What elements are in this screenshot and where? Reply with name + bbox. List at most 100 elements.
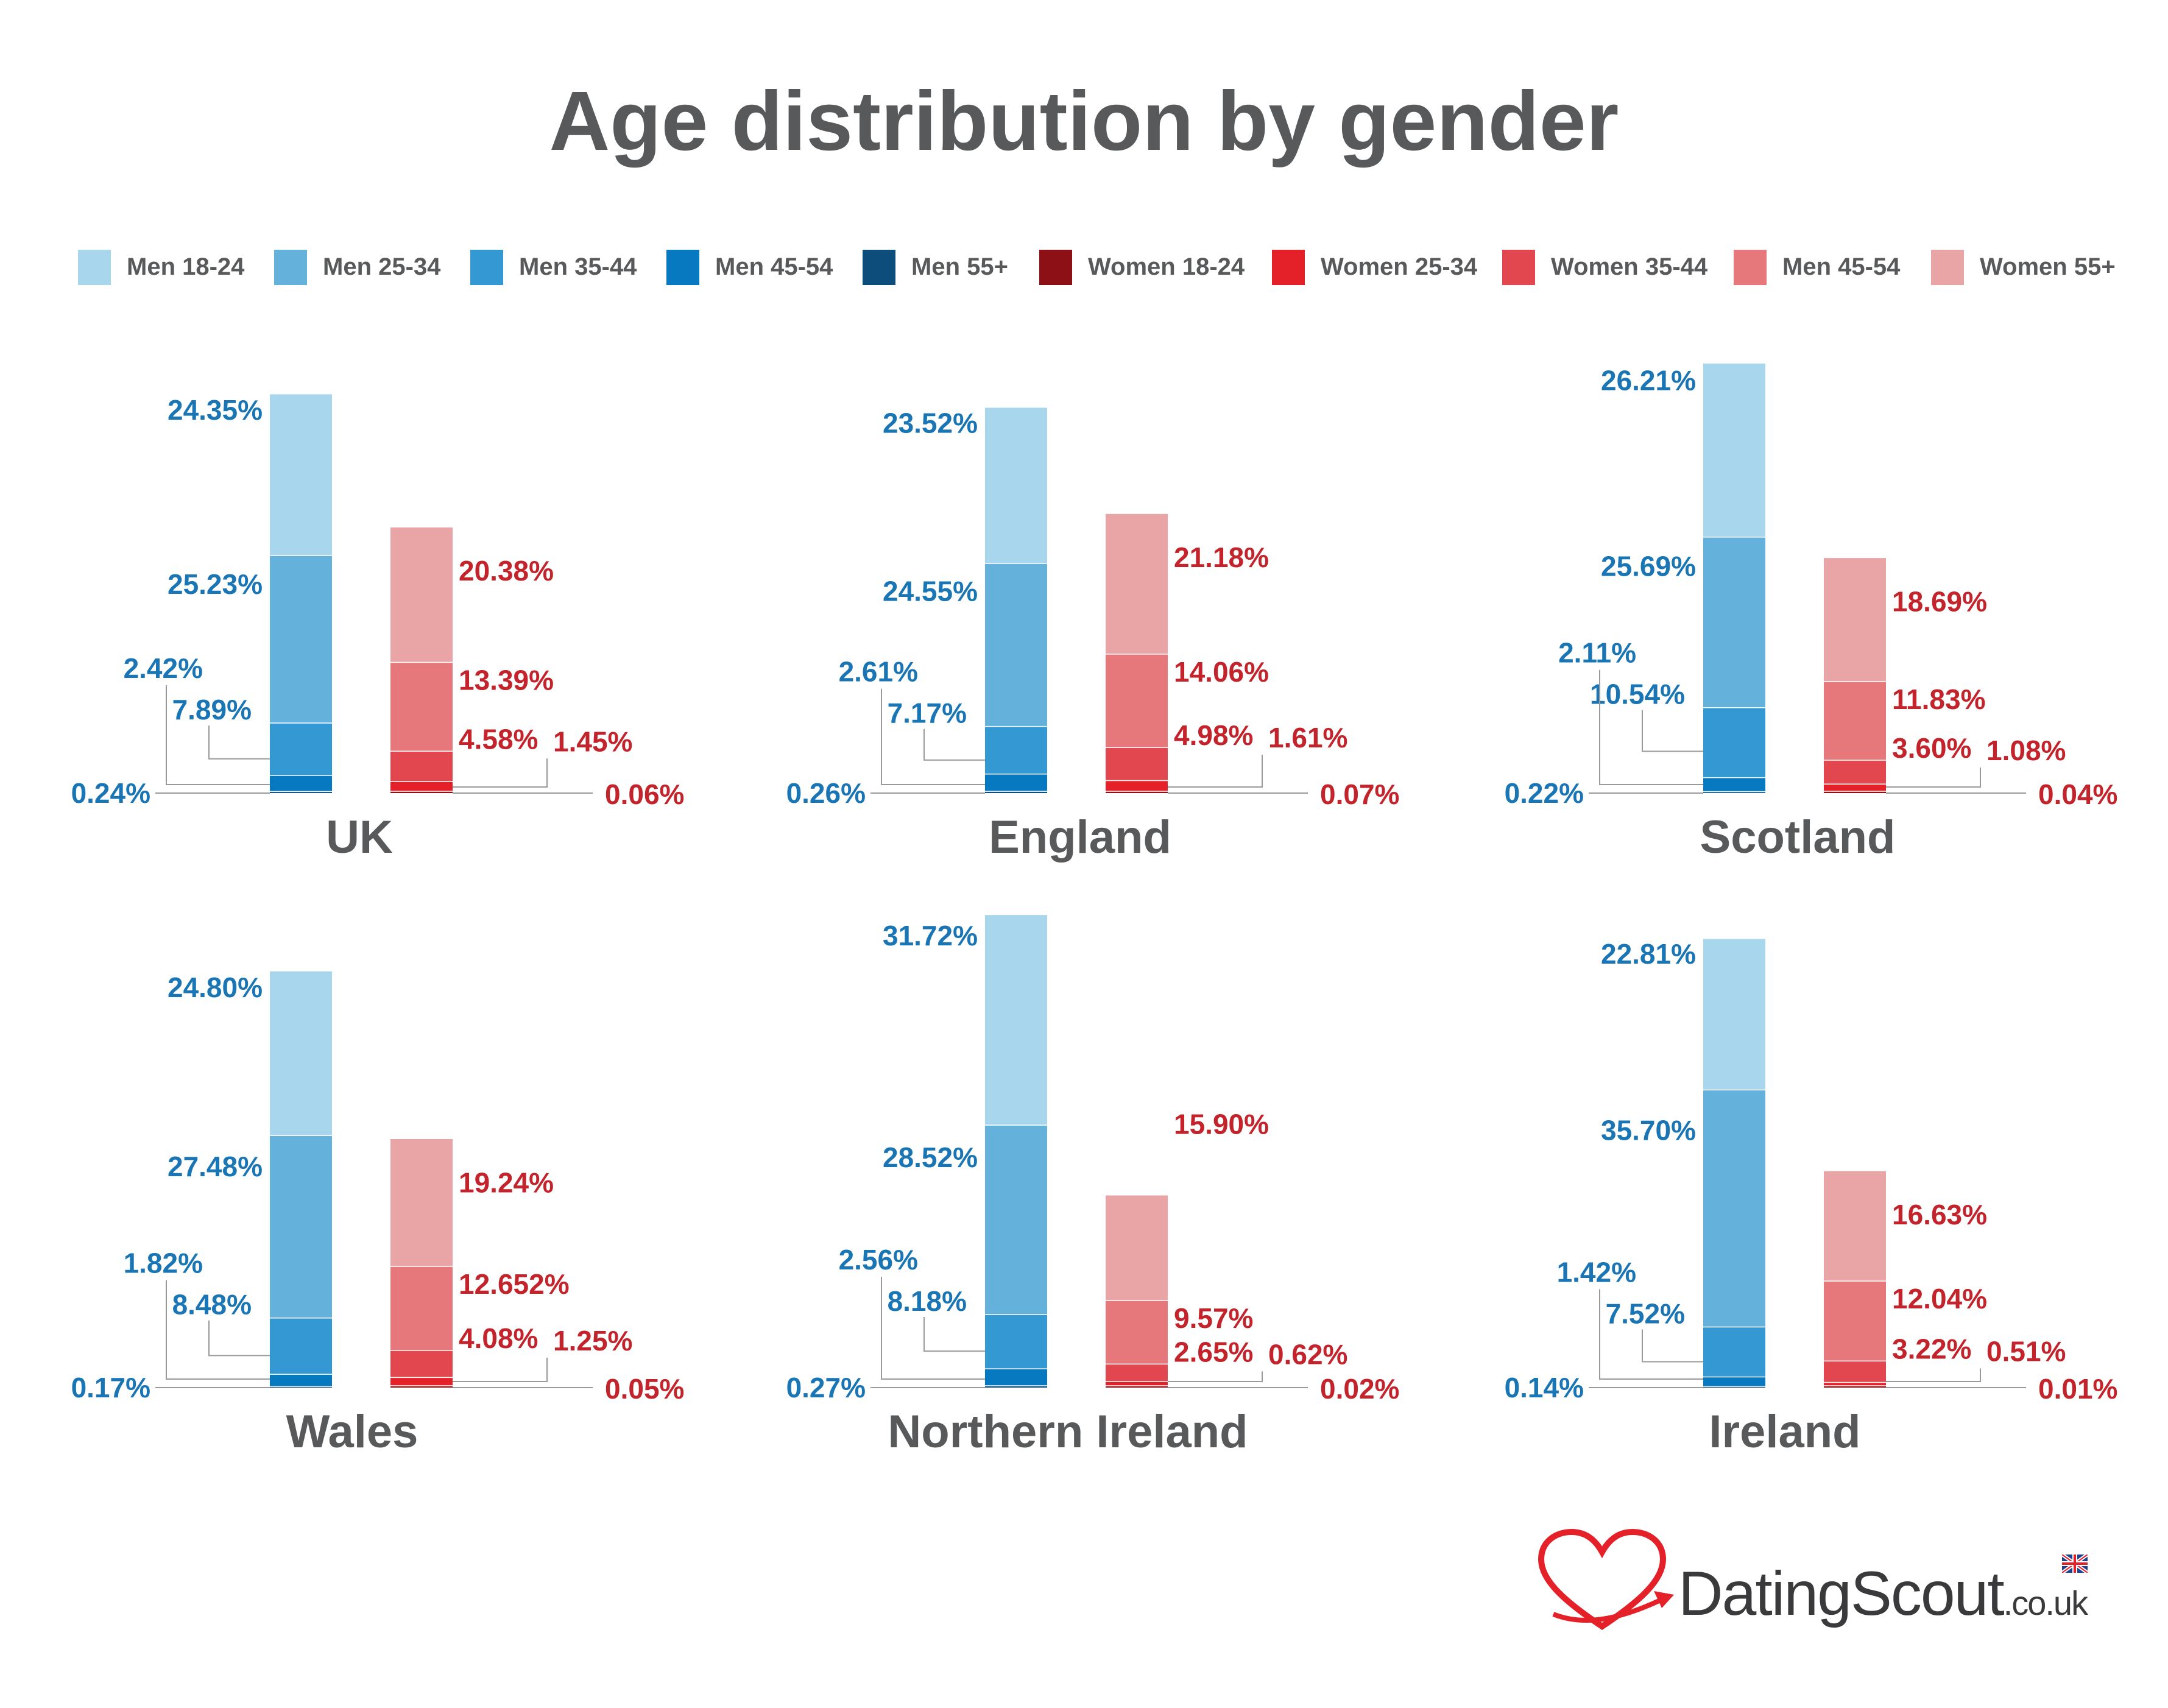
men-label: 0.26% bbox=[786, 777, 866, 809]
men-label: 7.52% bbox=[1606, 1298, 1685, 1330]
legend-swatch bbox=[274, 250, 307, 285]
leader-line bbox=[1642, 1329, 1703, 1363]
women-bar-segment bbox=[1106, 747, 1168, 781]
men-label: 8.48% bbox=[172, 1289, 252, 1321]
men-label: 26.21% bbox=[1601, 365, 1696, 397]
men-label: 2.11% bbox=[1558, 637, 1636, 669]
men-label: 25.69% bbox=[1601, 550, 1696, 582]
women-bar-segment bbox=[1824, 1361, 1886, 1383]
men-bar-segment bbox=[1703, 1377, 1765, 1386]
women-label: 0.51% bbox=[1986, 1335, 2066, 1367]
legend: Men 18-24 Men 25-34 Men 35-44 Men 45-54 Men … bbox=[0, 0, 2168, 305]
men-bar-segment bbox=[1703, 777, 1765, 792]
leader-line bbox=[1168, 1371, 1263, 1382]
leader-line bbox=[923, 1316, 985, 1352]
women-bar-segment bbox=[390, 1377, 453, 1386]
logo-name: DatingScout bbox=[1678, 1559, 2005, 1628]
men-label: 2.42% bbox=[124, 652, 203, 684]
women-label: 4.08% bbox=[459, 1322, 538, 1354]
leader-line bbox=[1642, 710, 1703, 752]
chart-title: UK bbox=[326, 811, 393, 863]
men-label: 23.52% bbox=[883, 407, 978, 439]
chart-wales: 24.80% 27.48% 8.48% 1.82% 0.17% 19.24% 12.652%… bbox=[71, 970, 684, 1458]
women-bar-segment bbox=[390, 782, 453, 791]
men-bar-segment bbox=[985, 1369, 1047, 1386]
men-bar-segment bbox=[1703, 1327, 1765, 1377]
leader-line bbox=[1886, 1368, 1981, 1382]
women-bar-segment bbox=[390, 1266, 453, 1350]
women-bar-segment bbox=[1824, 1386, 1886, 1388]
women-bar-segment bbox=[1824, 682, 1886, 760]
women-label: 19.24% bbox=[459, 1166, 554, 1198]
women-bar-segment bbox=[390, 751, 453, 782]
men-label: 0.14% bbox=[1505, 1372, 1584, 1403]
men-label: 28.52% bbox=[883, 1142, 978, 1173]
chart-scotland: 26.21% 25.69% 10.54% 2.11% 0.22% 18.69% 11.83%… bbox=[1505, 362, 2117, 863]
women-bar-segment bbox=[1824, 1281, 1886, 1361]
women-label: 11.83% bbox=[1892, 683, 1985, 715]
leader-line bbox=[881, 1276, 985, 1380]
men-bar-segment bbox=[985, 774, 1047, 792]
men-label: 2.61% bbox=[839, 656, 918, 688]
men-label: 0.22% bbox=[1505, 777, 1584, 809]
legend-label: Women 18-24 bbox=[1088, 253, 1245, 280]
men-bar-segment bbox=[1703, 1386, 1765, 1388]
men-bar-segment bbox=[1703, 537, 1765, 708]
men-bar-segment bbox=[270, 1386, 332, 1388]
men-bar-segment bbox=[985, 791, 1047, 793]
men-label: 8.18% bbox=[888, 1285, 967, 1317]
legend-label: Women 25-34 bbox=[1321, 253, 1478, 280]
men-label: 2.56% bbox=[839, 1244, 918, 1276]
women-bar-segment bbox=[1106, 780, 1168, 791]
women-label: 9.57% bbox=[1174, 1302, 1253, 1334]
leader-line bbox=[1599, 669, 1703, 785]
leader-line bbox=[1168, 755, 1263, 788]
women-bar-segment bbox=[1824, 557, 1886, 682]
women-label: 0.62% bbox=[1268, 1338, 1347, 1370]
leader-line bbox=[208, 725, 270, 760]
legend-swatch bbox=[470, 250, 503, 285]
women-label: 13.39% bbox=[459, 664, 554, 696]
chart-england: 23.52% 24.55% 7.17% 2.61% 0.26% 21.18% 14.06% 4… bbox=[786, 406, 1399, 863]
women-label: 18.69% bbox=[1892, 585, 1987, 617]
chart-title: England bbox=[989, 811, 1171, 863]
women-bar-segment bbox=[1106, 791, 1168, 793]
women-bar-segment bbox=[390, 662, 453, 752]
uk-flag-icon bbox=[2062, 1554, 2088, 1573]
women-label: 20.38% bbox=[459, 555, 554, 587]
men-label: 0.27% bbox=[786, 1372, 866, 1403]
men-label: 10.54% bbox=[1590, 679, 1685, 710]
legend-swatch bbox=[1272, 250, 1305, 285]
women-label: 12.04% bbox=[1892, 1283, 1987, 1315]
men-bar-segment bbox=[985, 1125, 1047, 1315]
men-bar-segment bbox=[985, 914, 1047, 1126]
leader-line bbox=[166, 1280, 270, 1380]
men-bar-segment bbox=[270, 970, 332, 1136]
men-label: 35.70% bbox=[1601, 1115, 1696, 1146]
legend-label: Men 45-54 bbox=[1782, 253, 1901, 280]
women-bar-segment bbox=[390, 1138, 453, 1266]
men-bar-segment bbox=[270, 555, 332, 724]
leader-line bbox=[166, 685, 270, 785]
legend-label: Men 55+ bbox=[911, 253, 1008, 280]
women-label: 3.60% bbox=[1892, 732, 1971, 764]
page-title: Age distribution by gender bbox=[549, 74, 1619, 168]
datingscout-logo[interactable]: DatingScout.co.uk bbox=[1529, 1523, 2102, 1645]
women-label: 0.02% bbox=[1320, 1373, 1399, 1405]
women-bar-segment bbox=[1106, 1382, 1168, 1386]
chart-ireland: 22.81% 35.70% 7.52% 1.42% 0.14% 16.63% 12.04% 3… bbox=[1505, 938, 2118, 1458]
women-bar-segment bbox=[1106, 1300, 1168, 1364]
chart-northern-ireland: 31.72% 28.52% 8.18% 2.56% 0.27% 15.90% 9.57%2.… bbox=[786, 914, 1399, 1458]
legend-swatch bbox=[78, 250, 111, 285]
men-bar-segment bbox=[270, 393, 332, 556]
men-bar-segment bbox=[985, 1314, 1047, 1369]
legend-label: Women 35-44 bbox=[1551, 253, 1708, 280]
men-bar-segment bbox=[270, 723, 332, 776]
women-label: 0.05% bbox=[605, 1373, 684, 1405]
legend-swatch bbox=[1734, 250, 1767, 285]
women-label: 0.01% bbox=[2038, 1373, 2117, 1405]
legend-swatch bbox=[1502, 250, 1535, 285]
leader-line bbox=[881, 688, 985, 785]
men-label: 0.24% bbox=[71, 777, 150, 809]
